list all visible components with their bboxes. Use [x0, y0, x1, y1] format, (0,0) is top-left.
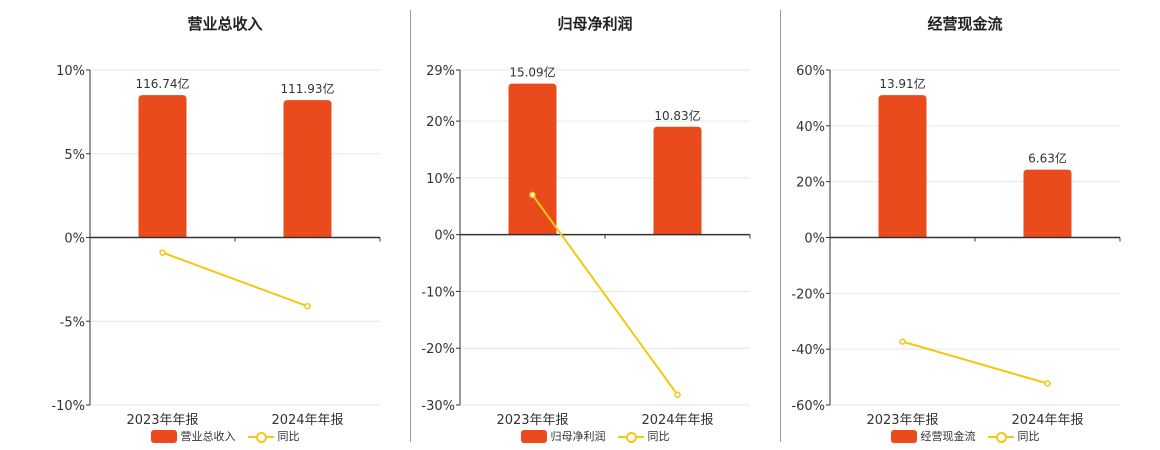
- x-tick-label: 2024年年报: [641, 413, 713, 428]
- bar-value-label: 116.74亿: [136, 76, 190, 91]
- chart-panel-cash-flow: 经营现金流 60% 40% 20% 0% -20% -40% -60% 13.91亿 6.63亿…: [780, 0, 1150, 450]
- legend-bar-swatch: [150, 429, 177, 443]
- y-tick-label: -30%: [421, 399, 455, 414]
- bar-value-label: 6.63亿: [1028, 151, 1067, 166]
- y-tick-label: 5%: [64, 148, 85, 163]
- legend-line-label: 同比: [647, 430, 670, 443]
- legend[interactable]: 归母净利润 同比: [410, 428, 780, 444]
- y-tick-label: 0%: [804, 232, 825, 247]
- y-tick-label: 10%: [426, 172, 455, 187]
- bar: [878, 95, 927, 238]
- yoy-point: [1044, 380, 1051, 387]
- x-tick-label: 2024年年报: [1011, 413, 1083, 428]
- legend-bar-swatch: [520, 429, 547, 443]
- bar: [1023, 169, 1072, 238]
- yoy-point: [529, 191, 536, 199]
- bar: [138, 95, 187, 238]
- chart-svg-revenue: 10% 5% 0% -5% -10% 116.74亿 111.93亿 2023年年报 2024年…: [51, 64, 381, 428]
- x-tick-label: 2023年年报: [496, 413, 568, 428]
- y-tick-label: -20%: [791, 287, 825, 302]
- bar-value-label: 10.83亿: [654, 108, 700, 123]
- x-tick-label: 2023年年报: [866, 413, 938, 428]
- y-tick-label: 40%: [796, 120, 825, 135]
- legend-bar-label: 经营现金流: [920, 430, 976, 443]
- y-tick-label: -10%: [421, 285, 455, 300]
- yoy-point: [159, 249, 166, 256]
- yoy-point: [304, 302, 311, 310]
- yoy-line: [531, 194, 679, 396]
- yoy-point: [674, 391, 681, 399]
- chart-panel-revenue: 营业总收入 10% 5% 0% -5% -10% 116.74亿 111.93亿 2023年年…: [40, 0, 410, 450]
- chart-title: 归母净利润: [557, 15, 633, 33]
- legend-line-label: 同比: [277, 430, 300, 443]
- x-tick-label: 2024年年报: [271, 413, 343, 428]
- bar-value-label: 15.09亿: [509, 65, 555, 80]
- chart-svg-net-profit: 29% 20% 10% 0% -10% -20% -30% 15.09亿 10.83亿 2023年…: [421, 64, 751, 428]
- y-tick-label: 60%: [796, 64, 825, 79]
- bar: [653, 126, 702, 235]
- chart-panel-net-profit: 归母净利润 29% 20% 10% 0% -10% -20% -30% 15.09亿 10.83…: [410, 0, 780, 450]
- yoy-line: [902, 340, 1048, 385]
- legend-line-label: 同比: [1017, 430, 1040, 443]
- y-tick-label: -60%: [791, 399, 825, 414]
- legend[interactable]: 营业总收入 同比: [40, 428, 410, 444]
- bar-value-label: 111.93亿: [281, 81, 335, 96]
- x-tick-label: 2023年年报: [126, 413, 198, 428]
- y-tick-label: 10%: [56, 64, 85, 79]
- yoy-point: [899, 338, 906, 345]
- yoy-line: [162, 251, 308, 308]
- legend-bar-label: 营业总收入: [180, 430, 236, 443]
- chart-title: 经营现金流: [927, 15, 1003, 33]
- y-tick-label: -5%: [60, 315, 85, 330]
- bar: [283, 100, 332, 238]
- legend-line-swatch: [617, 430, 644, 443]
- legend-line-swatch: [987, 430, 1014, 443]
- legend-bar-swatch: [890, 429, 917, 443]
- y-tick-label: 20%: [796, 176, 825, 191]
- y-tick-label: -40%: [791, 343, 825, 358]
- y-tick-label: 0%: [64, 232, 85, 247]
- chart-title: 营业总收入: [187, 15, 263, 33]
- y-tick-label: 29%: [426, 64, 455, 79]
- bar: [508, 83, 557, 235]
- y-tick-label: 0%: [434, 229, 455, 244]
- legend-bar-label: 归母净利润: [550, 430, 606, 443]
- bar-value-label: 13.91亿: [879, 76, 925, 91]
- panel-divider: [780, 10, 781, 442]
- chart-svg-cash-flow: 60% 40% 20% 0% -20% -40% -60% 13.91亿 6.63亿 2023年年…: [791, 64, 1121, 428]
- y-tick-label: 20%: [426, 115, 455, 130]
- legend[interactable]: 经营现金流 同比: [780, 428, 1150, 444]
- legend-line-swatch: [247, 430, 274, 443]
- panel-divider: [410, 10, 411, 442]
- y-tick-label: -10%: [51, 399, 85, 414]
- y-tick-label: -20%: [421, 342, 455, 357]
